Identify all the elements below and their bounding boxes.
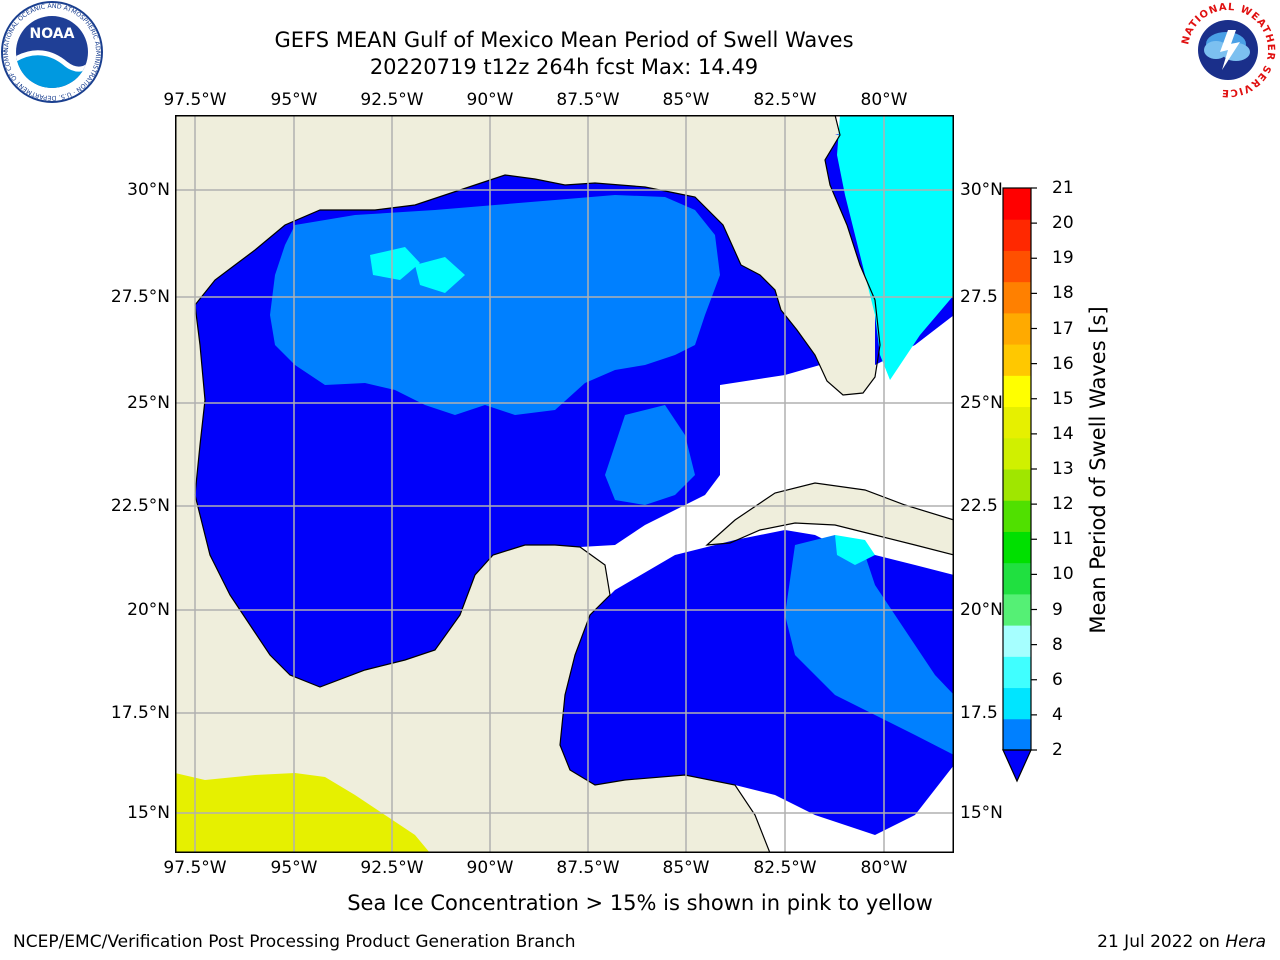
colorbar-band [1003,718,1031,751]
swell-6-8s-region [415,257,465,293]
coastline [175,115,881,853]
gridlines [175,115,954,853]
lat-label-right: 17.5 [960,703,998,723]
colorbar-band [1003,625,1031,657]
colorbar-tick-label: 21 [1052,178,1074,198]
colorbar-tick-label: 14 [1052,423,1074,444]
lat-label-left: 22.5°N [110,496,170,516]
colorbar-band [1003,375,1031,408]
colorbar-band [1003,406,1031,439]
map-frame [175,115,954,853]
lon-label-top: 92.5°W [360,90,424,110]
swell-4-6s-region [605,405,695,505]
colorbar-tick-label: 12 [1052,494,1074,515]
lat-label-right: 15°N [960,803,1003,823]
colorbar-tick-label: 9 [1052,599,1063,620]
colorbar-tick-label: 2 [1052,740,1063,760]
machine-name: Hera [1225,932,1266,952]
lat-label-left: 25°N [127,393,170,413]
lon-label-bottom: 85°W [662,858,710,878]
lon-label-top: 97.5°W [163,90,227,110]
colorbar-tick-label: 8 [1052,634,1063,655]
lon-label-bottom: 90°W [466,858,514,878]
lon-label-top: 90°W [466,90,514,110]
lon-label-bottom: 95°W [270,858,318,878]
date-stamp: 21 Jul 2022 on Hera [1097,932,1266,952]
colorbar-title: Mean Period of Swell Waves [s] [1086,306,1110,634]
lat-label-right: 20°N [960,600,1003,620]
swell-6-8s-region [837,115,954,380]
sea-ice-note: Sea Ice Concentration > 15% is shown in … [347,891,933,915]
lat-label-left: 15°N [127,803,170,823]
swell-6-8s-region [835,535,875,565]
colorbar-band [1003,562,1031,595]
lat-label-left: 20°N [127,600,170,620]
lat-label-left: 17.5°N [110,703,170,723]
colorbar-tick-label: 18 [1052,283,1074,304]
lon-label-top: 95°W [270,90,318,110]
colorbar-tick-label: 11 [1052,529,1074,550]
swell-4-6s-region [270,195,720,415]
swell-6-8s-region [370,247,420,280]
colorbar-band [1003,593,1031,626]
land-area [707,483,954,555]
colorbar-band [1003,250,1031,283]
colorbar-band [1003,344,1031,376]
colorbar-band [1003,437,1031,470]
colorbar-tick-label: 13 [1052,459,1074,479]
colorbar-band [1003,687,1031,720]
lon-label-bottom: 82.5°W [753,858,817,878]
colorbar-band [1003,656,1031,689]
swell-4-6s-region [785,535,954,755]
lat-label-right: 30°N [960,180,1003,200]
colorbar-tick-label: 16 [1052,353,1074,374]
colorbar-tick-label: 20 [1052,213,1074,234]
colorbar-band [1003,281,1031,314]
colorbar-bands [1003,188,1031,751]
colorbar-tick-label: 10 [1052,564,1074,585]
coastline-layer [175,115,954,853]
lat-label-right: 22.5 [960,496,998,516]
colorbar-tick-label: 19 [1052,248,1074,269]
noaa-wordmark: NOAA [30,26,75,42]
colorbar-band [1003,500,1031,532]
ocean-layer [195,115,954,835]
lon-label-bottom: 97.5°W [163,858,227,878]
colorbar-band [1003,188,1031,220]
gulf-of-mexico-map [175,115,954,853]
colorbar-band [1003,219,1031,251]
lon-label-top: 80°W [860,90,908,110]
map-subtitle: 20220719 t12z 264h fcst Max: 14.49 [369,55,759,79]
lon-label-bottom: 80°W [860,858,908,878]
colorbar-band [1003,469,1031,501]
lon-label-bottom: 87.5°W [556,858,620,878]
colorbar-band [1003,531,1031,564]
map-title: GEFS MEAN Gulf of Mexico Mean Period of … [274,28,854,52]
colorbar-extend-arrow [1002,749,1032,783]
colorbar [1002,187,1037,783]
colorbar-tick-label: 17 [1052,318,1074,339]
lat-label-right: 25°N [960,393,1003,413]
coastline [705,482,954,556]
lon-label-top: 85°W [662,90,710,110]
lon-label-top: 82.5°W [753,90,817,110]
noaa-logo: NATIONAL OCEANIC AND ATMOSPHERIC ADMINIS… [0,0,103,103]
lat-label-left: 27.5°N [110,287,170,307]
colorbar-tick-label: 6 [1052,669,1063,690]
nws-logo: NATIONAL WEATHER SERVICE [1180,2,1276,98]
date-text: 21 Jul 2022 on [1097,932,1226,952]
colorbar-band [1003,312,1031,345]
credit-text: NCEP/EMC/Verification Post Processing Pr… [13,932,576,952]
colorbar-tick-label: 15 [1052,388,1074,409]
lat-label-left: 30°N [127,180,170,200]
lon-label-top: 87.5°W [556,90,620,110]
colorbar-ticks [1031,187,1037,751]
colorbar-tick-label: 4 [1052,704,1063,725]
lat-label-right: 27.5 [960,287,998,307]
lon-label-bottom: 92.5°W [360,858,424,878]
